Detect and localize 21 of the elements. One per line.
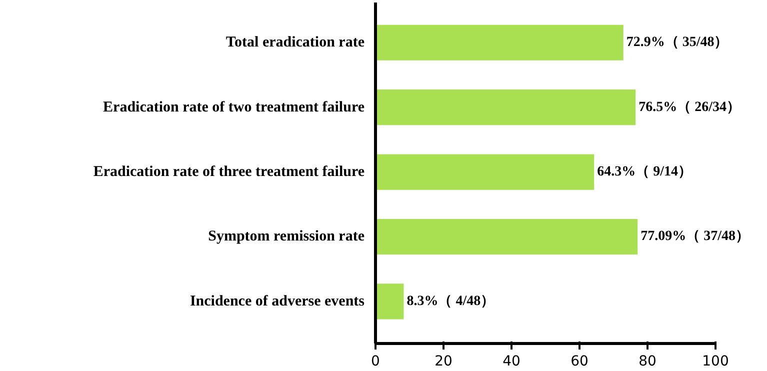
data-label: 8.3%（ 4/48）: [406, 294, 495, 309]
bar: [376, 218, 638, 255]
data-label: 76.5%（ 26/34）: [638, 100, 740, 115]
x-tick-label: 100: [702, 354, 729, 370]
x-tick-label: 40: [502, 354, 520, 370]
y-tick-label: Eradication rate of two treatment failure: [103, 99, 365, 116]
x-tick-label: 60: [570, 354, 588, 370]
bar: [376, 284, 404, 320]
y-tick-label: Incidence of adverse events: [190, 293, 365, 310]
bar: [376, 154, 594, 190]
y-tick-label: Total eradication rate: [226, 34, 365, 51]
x-tick-label: 80: [638, 354, 656, 370]
bar: [376, 90, 636, 126]
data-label: 64.3%（ 9/14）: [597, 164, 692, 180]
y-tick-label: Eradication rate of three treatment failure: [93, 164, 365, 180]
x-tick-label: 0: [371, 354, 380, 370]
bar: [376, 24, 624, 60]
y-tick-label: Symptom remission rate: [208, 228, 365, 245]
x-tick-label: 20: [434, 354, 452, 370]
data-label: 72.9%（ 35/48）: [626, 35, 728, 50]
data-label: 77.09%（ 37/48）: [640, 229, 750, 244]
